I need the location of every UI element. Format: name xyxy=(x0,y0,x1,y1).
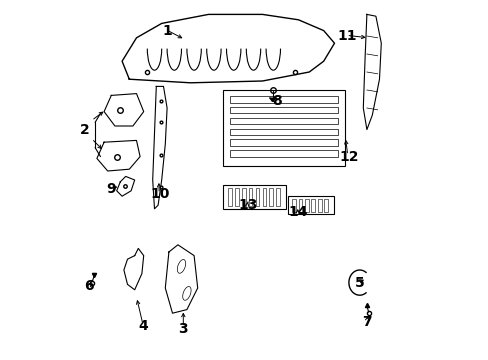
Text: 2: 2 xyxy=(79,123,89,136)
Bar xyxy=(235,188,238,206)
Text: 13: 13 xyxy=(238,198,257,212)
Bar xyxy=(262,188,265,206)
Bar xyxy=(223,185,285,209)
Text: 12: 12 xyxy=(339,150,358,163)
Bar xyxy=(230,150,337,157)
Bar xyxy=(228,188,231,206)
Bar xyxy=(255,188,259,206)
Bar xyxy=(324,199,327,212)
Text: 1: 1 xyxy=(162,24,172,37)
Bar xyxy=(305,199,308,212)
Bar xyxy=(230,118,337,124)
Bar xyxy=(230,129,337,135)
Text: 10: 10 xyxy=(150,188,169,201)
Bar xyxy=(248,188,252,206)
Bar xyxy=(287,196,334,214)
Bar xyxy=(276,188,279,206)
Bar xyxy=(230,139,337,146)
Bar xyxy=(291,199,295,212)
Bar xyxy=(242,188,245,206)
Bar xyxy=(317,199,321,212)
Text: 8: 8 xyxy=(271,94,281,108)
Bar xyxy=(269,188,272,206)
Text: 4: 4 xyxy=(139,319,148,333)
Text: 9: 9 xyxy=(106,182,116,196)
Bar xyxy=(230,107,337,113)
Text: 11: 11 xyxy=(337,29,356,43)
Bar xyxy=(223,90,345,166)
Bar xyxy=(230,96,337,103)
Text: 3: 3 xyxy=(178,323,188,336)
Bar xyxy=(298,199,302,212)
Text: 7: 7 xyxy=(361,315,371,329)
Text: 6: 6 xyxy=(84,279,94,293)
Text: 14: 14 xyxy=(288,206,307,219)
Text: 5: 5 xyxy=(354,276,364,289)
Bar xyxy=(311,199,314,212)
